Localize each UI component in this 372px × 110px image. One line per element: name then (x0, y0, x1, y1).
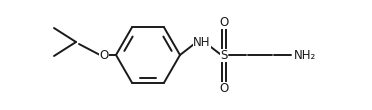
Text: O: O (219, 16, 229, 28)
Text: S: S (220, 49, 228, 61)
Text: O: O (99, 49, 109, 61)
Text: NH: NH (193, 36, 211, 49)
Text: NH₂: NH₂ (294, 49, 316, 61)
Text: O: O (219, 82, 229, 94)
